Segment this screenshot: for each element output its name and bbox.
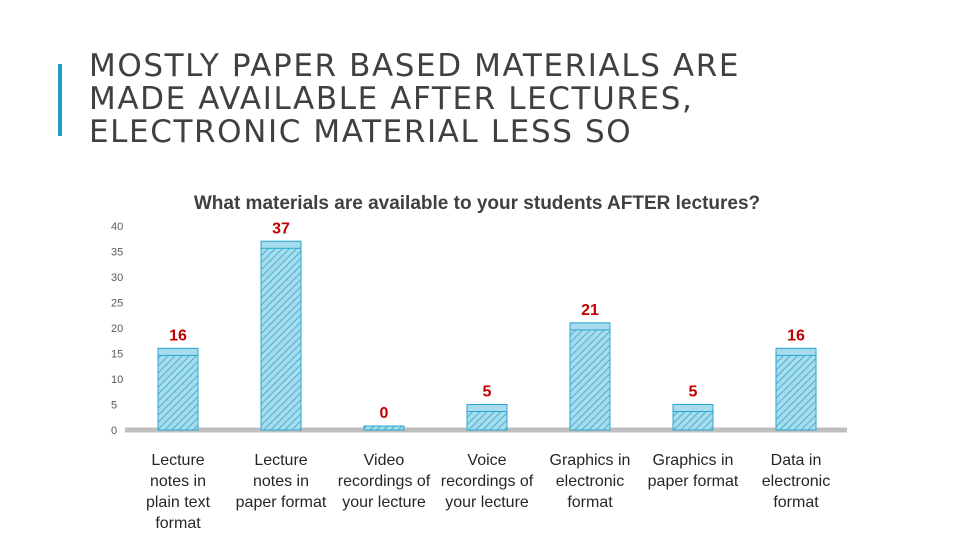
category-label: Video recordings of your lecture bbox=[338, 452, 431, 511]
category-label-line: format bbox=[567, 494, 613, 511]
category-label-line: your lecture bbox=[342, 494, 426, 511]
category-label-line: Lecture bbox=[254, 452, 307, 469]
bar bbox=[363, 425, 405, 431]
data-label: 16 bbox=[169, 327, 187, 344]
y-tick-label: 0 bbox=[111, 425, 117, 437]
bar bbox=[260, 240, 302, 431]
data-label: 21 bbox=[581, 302, 599, 319]
category-label-line: format bbox=[773, 494, 819, 511]
category-label-line: format bbox=[155, 515, 201, 532]
bar-cap bbox=[260, 240, 302, 249]
bar bbox=[157, 347, 199, 431]
y-tick-label: 5 bbox=[111, 400, 117, 412]
category-label-line: paper format bbox=[236, 494, 327, 511]
category-label-line: your lecture bbox=[445, 494, 529, 511]
y-tick-label: 20 bbox=[111, 323, 123, 335]
category-label-line: notes in bbox=[150, 473, 206, 490]
bar-cap bbox=[157, 347, 199, 356]
data-labels-group: 16 37 0 5 21 5 16 bbox=[169, 220, 805, 422]
category-label: Lecture notes in paper format bbox=[236, 452, 327, 511]
category-label-line: electronic bbox=[762, 473, 830, 490]
slide-title: MOSTLY PAPER BASED MATERIALS ARE MADE AV… bbox=[89, 50, 909, 149]
y-axis-ticks: 0 5 10 15 20 25 30 35 40 bbox=[111, 221, 123, 437]
category-label: Voice recordings of your lecture bbox=[441, 452, 534, 511]
y-tick-label: 25 bbox=[111, 298, 123, 310]
slide-title-line-2: MADE AVAILABLE AFTER LECTURES, bbox=[89, 81, 694, 117]
data-label: 37 bbox=[272, 220, 290, 237]
category-label-line: recordings of bbox=[338, 473, 431, 490]
category-label: Graphics in paper format bbox=[648, 452, 739, 490]
bar-cap bbox=[466, 404, 508, 412]
data-label: 5 bbox=[689, 384, 698, 401]
category-label: Lecture notes in plain text format bbox=[146, 452, 211, 532]
category-label-line: notes in bbox=[253, 473, 309, 490]
category-label-line: Lecture bbox=[151, 452, 204, 469]
category-label-line: paper format bbox=[648, 473, 739, 490]
chart-title: What materials are available to your stu… bbox=[194, 193, 760, 214]
y-tick-label: 30 bbox=[111, 272, 123, 284]
bar-cap bbox=[672, 404, 714, 412]
bar-cap bbox=[569, 322, 611, 331]
slide-title-line-1: MOSTLY PAPER BASED MATERIALS ARE bbox=[89, 48, 741, 84]
category-label-line: Video bbox=[364, 452, 405, 469]
category-label-line: Graphics in bbox=[653, 452, 734, 469]
category-label-line: recordings of bbox=[441, 473, 534, 490]
category-label: Data in electronic format bbox=[762, 452, 830, 511]
y-tick-label: 10 bbox=[111, 374, 123, 386]
bars-group bbox=[157, 240, 817, 431]
data-label: 16 bbox=[787, 327, 805, 344]
bar bbox=[775, 347, 817, 431]
bar-cap bbox=[775, 347, 817, 356]
y-tick-label: 35 bbox=[111, 247, 123, 259]
category-labels-group: Lecture notes in plain text format Lecture no… bbox=[146, 452, 830, 532]
y-tick-label: 15 bbox=[111, 349, 123, 361]
title-accent-bar bbox=[58, 64, 62, 136]
category-label-line: plain text bbox=[146, 494, 211, 511]
category-label-line: Graphics in bbox=[550, 452, 631, 469]
data-label: 0 bbox=[380, 405, 389, 422]
category-label-line: electronic bbox=[556, 473, 624, 490]
category-label: Graphics in electronic format bbox=[550, 452, 631, 511]
bar bbox=[569, 322, 611, 431]
data-label: 5 bbox=[483, 384, 492, 401]
slide-title-line-3: ELECTRONIC MATERIAL LESS SO bbox=[89, 114, 633, 150]
category-label-line: Voice bbox=[467, 452, 506, 469]
y-tick-label: 40 bbox=[111, 221, 123, 233]
category-label-line: Data in bbox=[771, 452, 822, 469]
